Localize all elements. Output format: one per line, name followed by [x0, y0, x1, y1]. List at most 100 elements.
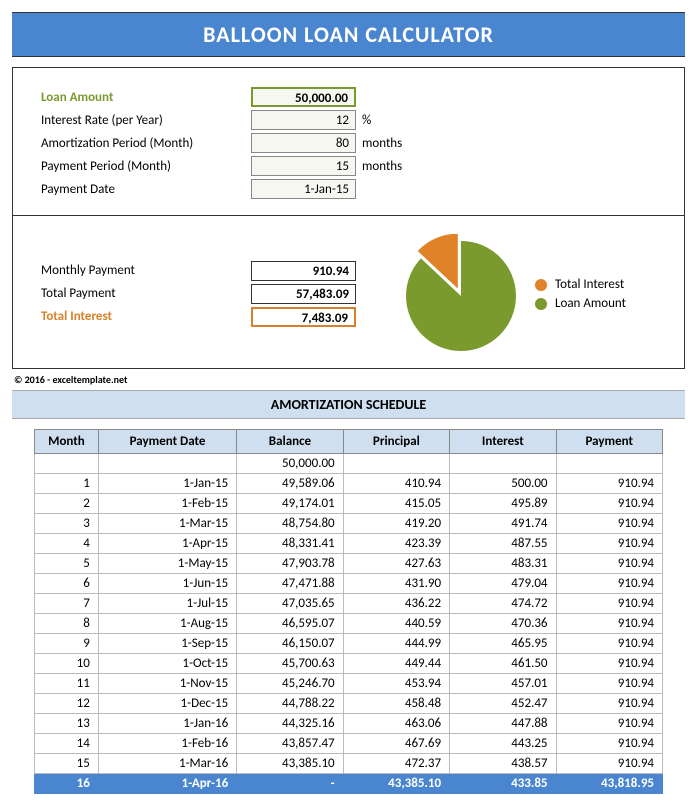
- pie-legend: Total Interest Loan Amount: [535, 273, 626, 315]
- table-cell: [450, 454, 556, 474]
- table-row: 61-Jun-1547,471.88431.90479.04910.94: [35, 574, 663, 594]
- table-cell: 1-Mar-16: [98, 754, 236, 774]
- loan-amount-input[interactable]: 50,000.00: [251, 87, 356, 107]
- table-cell: 467.69: [343, 734, 449, 754]
- table-cell: 440.59: [343, 614, 449, 634]
- table-cell: 447.88: [450, 714, 556, 734]
- table-cell: 43,385.10: [237, 754, 343, 774]
- table-cell: 8: [35, 614, 99, 634]
- table-cell: 2: [35, 494, 99, 514]
- table-cell: 1-May-15: [98, 554, 236, 574]
- legend-interest-label: Total Interest: [555, 277, 624, 292]
- table-cell: 910.94: [556, 654, 662, 674]
- table-cell: 461.50: [450, 654, 556, 674]
- table-row: 131-Jan-1644,325.16463.06447.88910.94: [35, 714, 663, 734]
- table-cell: 1-Sep-15: [98, 634, 236, 654]
- table-cell: 46,595.07: [237, 614, 343, 634]
- legend-loan-label: Loan Amount: [555, 296, 626, 311]
- table-row: 41-Apr-1548,331.41423.39487.55910.94: [35, 534, 663, 554]
- table-cell: [98, 454, 236, 474]
- monthly-payment-value: 910.94: [251, 261, 356, 281]
- copyright-text: © 2016 - exceltemplate.net: [14, 373, 683, 386]
- swatch-loan-icon: [535, 298, 547, 310]
- table-cell: 910.94: [556, 534, 662, 554]
- table-cell: 7: [35, 594, 99, 614]
- table-header-cell: Month: [35, 430, 99, 454]
- table-cell: 910.94: [556, 474, 662, 494]
- table-cell: 433.85: [450, 774, 556, 794]
- table-cell: 13: [35, 714, 99, 734]
- table-cell: 5: [35, 554, 99, 574]
- amortization-input[interactable]: 80: [251, 133, 356, 153]
- table-cell: 47,035.65: [237, 594, 343, 614]
- table-cell: 49,589.06: [237, 474, 343, 494]
- table-cell: 419.20: [343, 514, 449, 534]
- table-cell: 1-Jun-15: [98, 574, 236, 594]
- table-cell: 463.06: [343, 714, 449, 734]
- table-cell: 910.94: [556, 734, 662, 754]
- table-cell: 415.05: [343, 494, 449, 514]
- payment-period-label: Payment Period (Month): [41, 159, 251, 174]
- table-cell: 423.39: [343, 534, 449, 554]
- inputs-section: Loan Amount 50,000.00 Interest Rate (per…: [13, 68, 684, 216]
- table-cell: 479.04: [450, 574, 556, 594]
- table-row: 151-Mar-1643,385.10472.37438.57910.94: [35, 754, 663, 774]
- schedule-title: AMORTIZATION SCHEDULE: [12, 390, 685, 419]
- table-cell: 452.47: [450, 694, 556, 714]
- table-cell: 487.55: [450, 534, 556, 554]
- interest-rate-input[interactable]: 12: [251, 110, 356, 130]
- table-cell: 6: [35, 574, 99, 594]
- table-cell: 470.36: [450, 614, 556, 634]
- table-cell: 1-Nov-15: [98, 674, 236, 694]
- loan-amount-label: Loan Amount: [41, 90, 251, 105]
- table-cell: 1-Jan-15: [98, 474, 236, 494]
- payment-date-input[interactable]: 1-Jan-15: [251, 179, 356, 199]
- table-cell: 444.99: [343, 634, 449, 654]
- table-cell: 11: [35, 674, 99, 694]
- table-cell: 48,331.41: [237, 534, 343, 554]
- total-interest-value: 7,483.09: [251, 307, 356, 327]
- table-row: 81-Aug-1546,595.07440.59470.36910.94: [35, 614, 663, 634]
- table-cell: 436.22: [343, 594, 449, 614]
- table-cell: 910.94: [556, 634, 662, 654]
- table-cell: 438.57: [450, 754, 556, 774]
- rate-unit: %: [356, 113, 371, 128]
- table-cell: 12: [35, 694, 99, 714]
- table-header-cell: Payment: [556, 430, 662, 454]
- table-cell: 1: [35, 474, 99, 494]
- table-cell: 910.94: [556, 554, 662, 574]
- table-cell: 1-Apr-16: [98, 774, 236, 794]
- table-cell: 465.95: [450, 634, 556, 654]
- amortization-table: MonthPayment DateBalancePrincipalInteres…: [34, 429, 663, 794]
- table-cell: 1-Feb-16: [98, 734, 236, 754]
- table-cell: 491.74: [450, 514, 556, 534]
- pie-chart: [401, 234, 521, 354]
- table-cell: 443.25: [450, 734, 556, 754]
- table-cell: 1-Apr-15: [98, 534, 236, 554]
- interest-rate-label: Interest Rate (per Year): [41, 113, 251, 128]
- table-cell: 50,000.00: [237, 454, 343, 474]
- table-cell: [35, 454, 99, 474]
- table-cell: 910.94: [556, 714, 662, 734]
- table-header-cell: Principal: [343, 430, 449, 454]
- payperiod-unit: months: [356, 159, 402, 174]
- table-header-cell: Balance: [237, 430, 343, 454]
- payment-date-label: Payment Date: [41, 182, 251, 197]
- table-row: 31-Mar-1548,754.80419.20491.74910.94: [35, 514, 663, 534]
- table-cell: 44,325.16: [237, 714, 343, 734]
- table-cell: 16: [35, 774, 99, 794]
- table-cell: 1-Jan-16: [98, 714, 236, 734]
- table-cell: -: [237, 774, 343, 794]
- table-cell: 44,788.22: [237, 694, 343, 714]
- payment-period-input[interactable]: 15: [251, 156, 356, 176]
- total-payment-label: Total Payment: [41, 286, 251, 301]
- table-cell: 1-Dec-15: [98, 694, 236, 714]
- table-row: 121-Dec-1544,788.22458.48452.47910.94: [35, 694, 663, 714]
- table-cell: 14: [35, 734, 99, 754]
- table-cell: 45,246.70: [237, 674, 343, 694]
- table-row: 71-Jul-1547,035.65436.22474.72910.94: [35, 594, 663, 614]
- swatch-interest-icon: [535, 279, 547, 291]
- amort-unit: months: [356, 136, 402, 151]
- table-cell: 474.72: [450, 594, 556, 614]
- table-cell: [343, 454, 449, 474]
